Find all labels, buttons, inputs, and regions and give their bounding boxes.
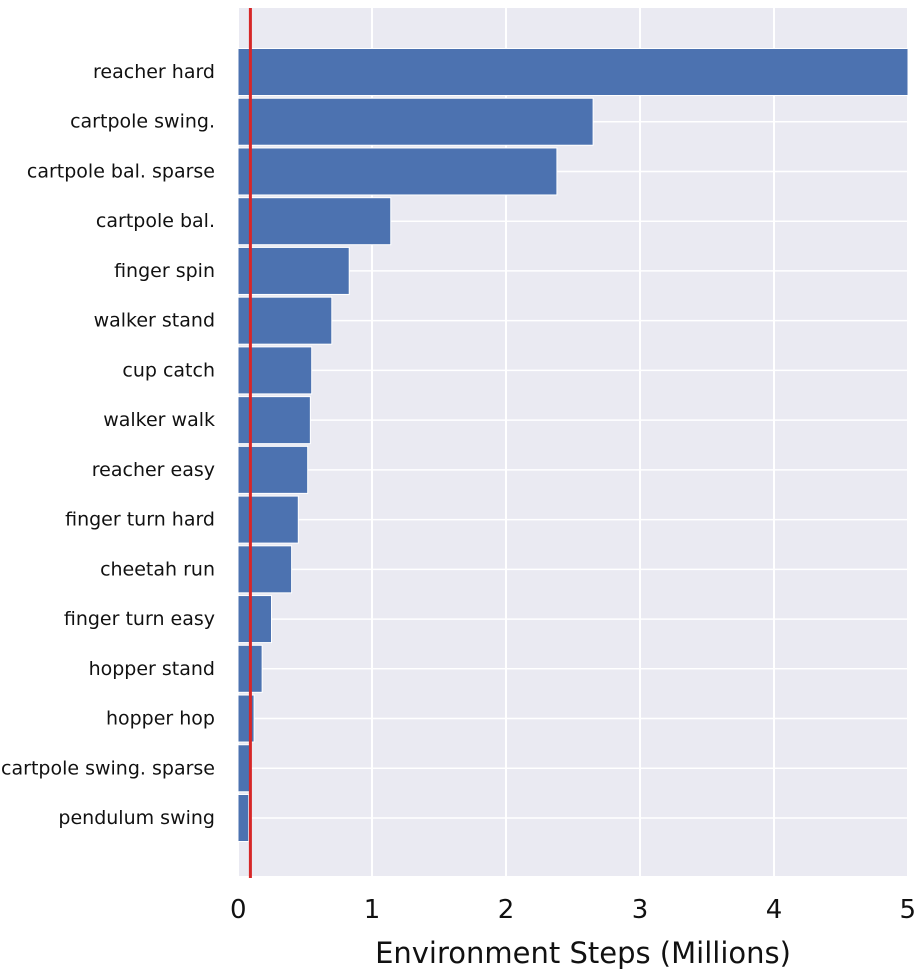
category-label: finger turn hard — [65, 509, 215, 531]
x-axis-title: Environment Steps (Millions) — [375, 936, 791, 970]
bar-finger-turn-easy — [237, 595, 272, 644]
category-label: cartpole swing. sparse — [1, 757, 215, 779]
bar-cartpole-bal-sparse — [237, 147, 558, 196]
category-label: cartpole bal. sparse — [27, 160, 215, 182]
bar-cartpole-swing-sparse — [237, 744, 251, 793]
category-label: hopper stand — [89, 658, 215, 680]
bar-walker-stand — [237, 296, 333, 345]
category-label: walker walk — [103, 409, 215, 431]
category-label: finger turn easy — [64, 608, 215, 630]
bar-cartpole-bal — [237, 197, 392, 246]
category-label: cheetah run — [100, 558, 215, 580]
category-label: pendulum swing — [58, 807, 215, 829]
bar-finger-spin — [237, 246, 350, 295]
category-label: finger spin — [114, 260, 215, 282]
bar-cartpole-swing — [237, 97, 594, 146]
x-tick-label: 3 — [632, 895, 649, 925]
bar-cheetah-run — [237, 545, 293, 594]
bar-reacher-easy — [237, 445, 309, 494]
bar-finger-turn-hard — [237, 495, 299, 544]
category-label: cup catch — [122, 359, 215, 381]
category-label: walker stand — [94, 310, 215, 332]
category-label: reacher easy — [92, 459, 215, 481]
bar-pendulum-swing — [237, 794, 250, 842]
category-label: cartpole swing. — [70, 111, 215, 133]
x-tick-label: 5 — [899, 895, 916, 925]
bar-reacher-hard — [237, 48, 909, 96]
category-label: reacher hard — [93, 61, 215, 83]
x-tick-label: 0 — [230, 895, 247, 925]
x-tick-label: 4 — [766, 895, 783, 925]
category-label: hopper hop — [106, 708, 215, 730]
x-tick-label: 2 — [498, 895, 515, 925]
category-label: cartpole bal. — [96, 210, 215, 232]
x-tick-labels: 0 1 2 3 4 5 — [230, 895, 916, 925]
bar-walker-walk — [237, 396, 311, 445]
x-tick-label: 1 — [364, 895, 381, 925]
category-labels: reacher hard cartpole swing. cartpole bal.… — [1, 61, 215, 829]
